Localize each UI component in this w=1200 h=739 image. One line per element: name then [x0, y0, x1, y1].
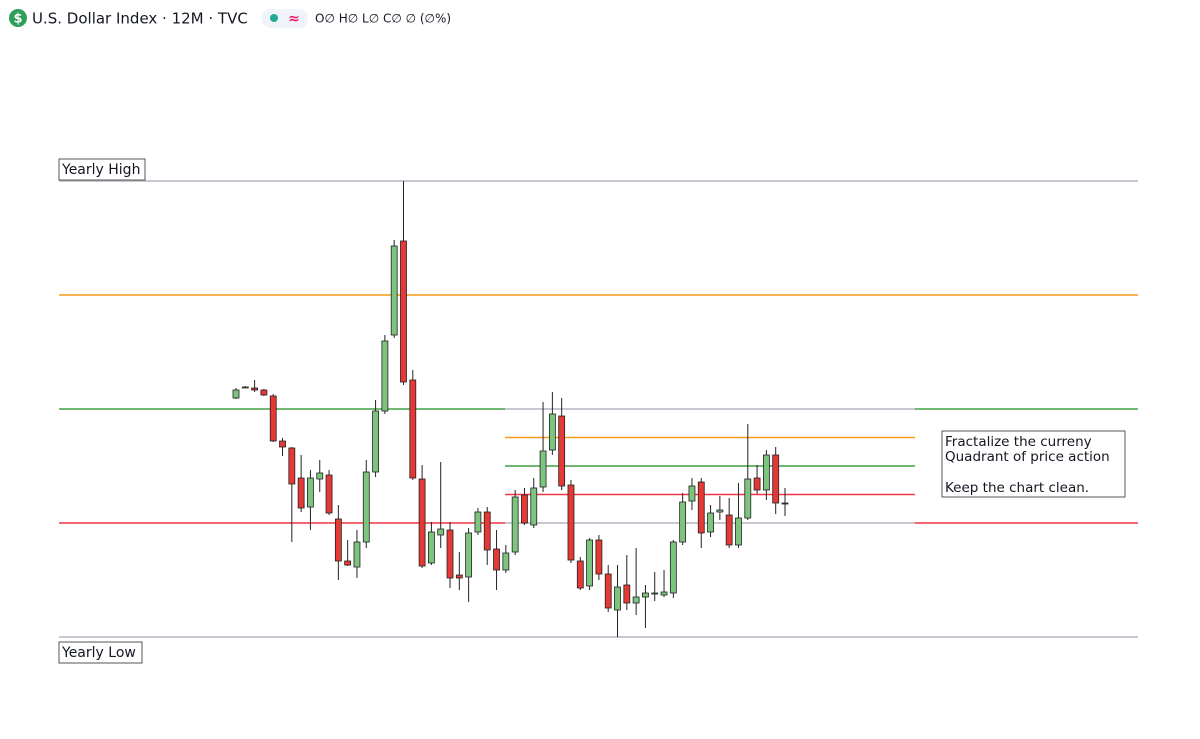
candle-body	[474, 511, 482, 533]
candle-body	[586, 539, 593, 587]
candle-body	[251, 387, 259, 391]
candle-body	[260, 389, 268, 396]
candle-body	[241, 386, 249, 389]
candle-body	[548, 413, 556, 451]
currency-icon	[9, 9, 27, 27]
candle-body	[772, 454, 780, 504]
candle-body	[623, 584, 631, 604]
candle-body	[381, 340, 389, 412]
candle-body	[325, 474, 333, 514]
candle-body	[539, 450, 547, 488]
candle-body	[455, 574, 463, 579]
candle-body	[558, 415, 566, 487]
candle-body	[679, 501, 687, 543]
candle-body	[409, 379, 417, 479]
status-icon: ≈	[288, 11, 300, 27]
currency-icon-glyph: $	[13, 12, 22, 27]
candle-body	[530, 487, 538, 526]
label-box	[58, 641, 143, 664]
candle-body	[735, 517, 742, 546]
candle-body	[614, 586, 621, 611]
candle-body	[232, 389, 240, 399]
candle-body	[753, 477, 761, 491]
candle-body	[372, 410, 379, 473]
candle-body	[567, 484, 575, 561]
candle-body	[688, 485, 696, 502]
candle-body	[307, 477, 314, 508]
candles	[232, 181, 789, 637]
candle-body	[521, 494, 528, 524]
note-line: Fractalize the curreny	[945, 434, 1092, 450]
candle-body	[428, 531, 435, 564]
candle-body	[595, 539, 603, 575]
candle-body	[297, 477, 305, 509]
candle-body	[660, 591, 668, 596]
candle-body	[344, 560, 352, 566]
note-line: Keep the chart clean.	[945, 480, 1089, 496]
candle-body	[669, 541, 677, 594]
high-label: Yearly High	[61, 162, 140, 178]
candle-body	[288, 447, 296, 485]
note-line: Quadrant of price action	[945, 449, 1110, 465]
candle-body	[604, 573, 612, 609]
candle-body	[362, 471, 370, 543]
candle-body	[781, 502, 789, 505]
candle-body	[465, 532, 473, 578]
candle-body	[651, 592, 659, 595]
candle-body	[744, 478, 752, 519]
status-badge[interactable]	[262, 9, 308, 28]
candle-body	[697, 481, 705, 534]
candle-body	[446, 529, 454, 579]
chart-title[interactable]: U.S. Dollar Index · 12M · TVC	[32, 10, 248, 28]
candle-body	[493, 548, 500, 571]
candle-body	[400, 240, 407, 383]
candle-body	[632, 596, 640, 604]
candle-body	[502, 552, 510, 571]
candle-body	[334, 518, 342, 562]
candle-body	[353, 541, 361, 568]
candle-body	[316, 472, 324, 480]
candle-body	[279, 440, 286, 448]
note-box	[941, 430, 1126, 498]
status-dot	[270, 14, 278, 22]
candle-body	[576, 560, 584, 589]
candle-body	[269, 395, 277, 442]
ohlc-readout: O∅ H∅ L∅ C∅ ∅ (∅%)	[315, 12, 451, 26]
candle-body	[511, 496, 519, 553]
candle-body	[483, 511, 491, 551]
candle-body	[725, 514, 733, 546]
candle-body	[762, 454, 770, 491]
candle-body	[642, 592, 649, 598]
candle-body	[390, 245, 398, 336]
candle-body	[707, 512, 714, 533]
candle-body	[418, 478, 426, 567]
label-box	[58, 158, 146, 181]
low-label: Yearly Low	[61, 645, 136, 661]
candle-body	[716, 509, 724, 513]
candle-body	[437, 528, 445, 536]
